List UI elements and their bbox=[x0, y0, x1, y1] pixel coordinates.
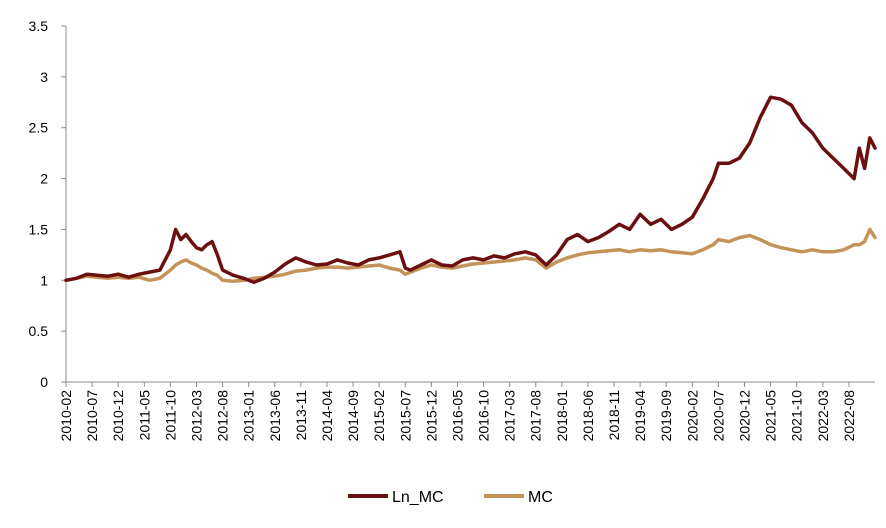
y-tick-label: 1 bbox=[40, 272, 48, 288]
series-layer bbox=[64, 95, 877, 285]
series-line-mc bbox=[64, 227, 877, 284]
x-tick-label: 2010-12 bbox=[110, 390, 126, 442]
x-tick-label: 2019-04 bbox=[632, 390, 648, 442]
x-tick-label: 2016-05 bbox=[449, 390, 465, 442]
x-tick-label: 2017-08 bbox=[528, 390, 544, 442]
y-tick-label: 3 bbox=[40, 69, 48, 85]
x-tick-label: 2021-10 bbox=[789, 390, 805, 442]
legend-label-mc: MC bbox=[528, 489, 553, 506]
x-tick-label: 2018-11 bbox=[606, 390, 622, 441]
x-tick-label: 2021-05 bbox=[763, 390, 779, 442]
x-tick-label: 2017-03 bbox=[502, 390, 518, 442]
legend-label-ln-mc: Ln_MC bbox=[392, 489, 444, 506]
x-tick-label: 2020-07 bbox=[710, 390, 726, 442]
x-tick-label: 2014-04 bbox=[319, 390, 335, 442]
y-tick-label: 2 bbox=[40, 171, 48, 187]
x-tick-label: 2016-10 bbox=[476, 390, 492, 442]
x-tick-label: 2018-06 bbox=[580, 390, 596, 442]
x-tick-label: 2010-02 bbox=[58, 390, 74, 442]
x-tick-label: 2019-09 bbox=[658, 390, 674, 442]
x-tick-label: 2010-07 bbox=[84, 390, 100, 442]
x-tick-label: 2013-06 bbox=[267, 390, 283, 442]
x-tick-label: 2013-01 bbox=[241, 390, 257, 442]
y-tick-label: 2.5 bbox=[29, 120, 49, 136]
x-tick-label: 2013-11 bbox=[293, 390, 309, 441]
y-tick-label: 3.5 bbox=[29, 18, 49, 34]
x-tick-label: 2015-02 bbox=[371, 390, 387, 442]
x-tick-label: 2018-01 bbox=[554, 390, 570, 442]
x-tick-label: 2014-09 bbox=[345, 390, 361, 442]
x-tick-label: 2015-12 bbox=[423, 390, 439, 442]
legend: Ln_MC MC bbox=[348, 489, 553, 506]
x-tick-label: 2020-02 bbox=[684, 390, 700, 442]
y-tick-label: 0 bbox=[40, 374, 48, 390]
y-axis: 0 0.5 1 1.5 2 2.5 3 3.5 bbox=[29, 18, 67, 390]
x-tick-label: 2022-08 bbox=[841, 390, 857, 442]
x-axis: 2010-02 2010-07 2010-12 2011-05 2011-10 2012-… bbox=[58, 381, 875, 442]
x-tick-label: 2022-03 bbox=[815, 390, 831, 442]
x-tick-label: 2011-05 bbox=[136, 390, 152, 441]
x-tick-label: 2015-07 bbox=[397, 390, 413, 442]
x-tick-label: 2012-03 bbox=[188, 390, 204, 442]
x-tick-label: 2012-08 bbox=[215, 390, 231, 442]
y-tick-label: 1.5 bbox=[29, 221, 49, 237]
x-tick-label: 2020-12 bbox=[737, 390, 753, 442]
series-line-ln-mc bbox=[64, 95, 877, 285]
x-tick-label: 2011-10 bbox=[162, 390, 178, 441]
y-tick-label: 0.5 bbox=[29, 323, 49, 339]
